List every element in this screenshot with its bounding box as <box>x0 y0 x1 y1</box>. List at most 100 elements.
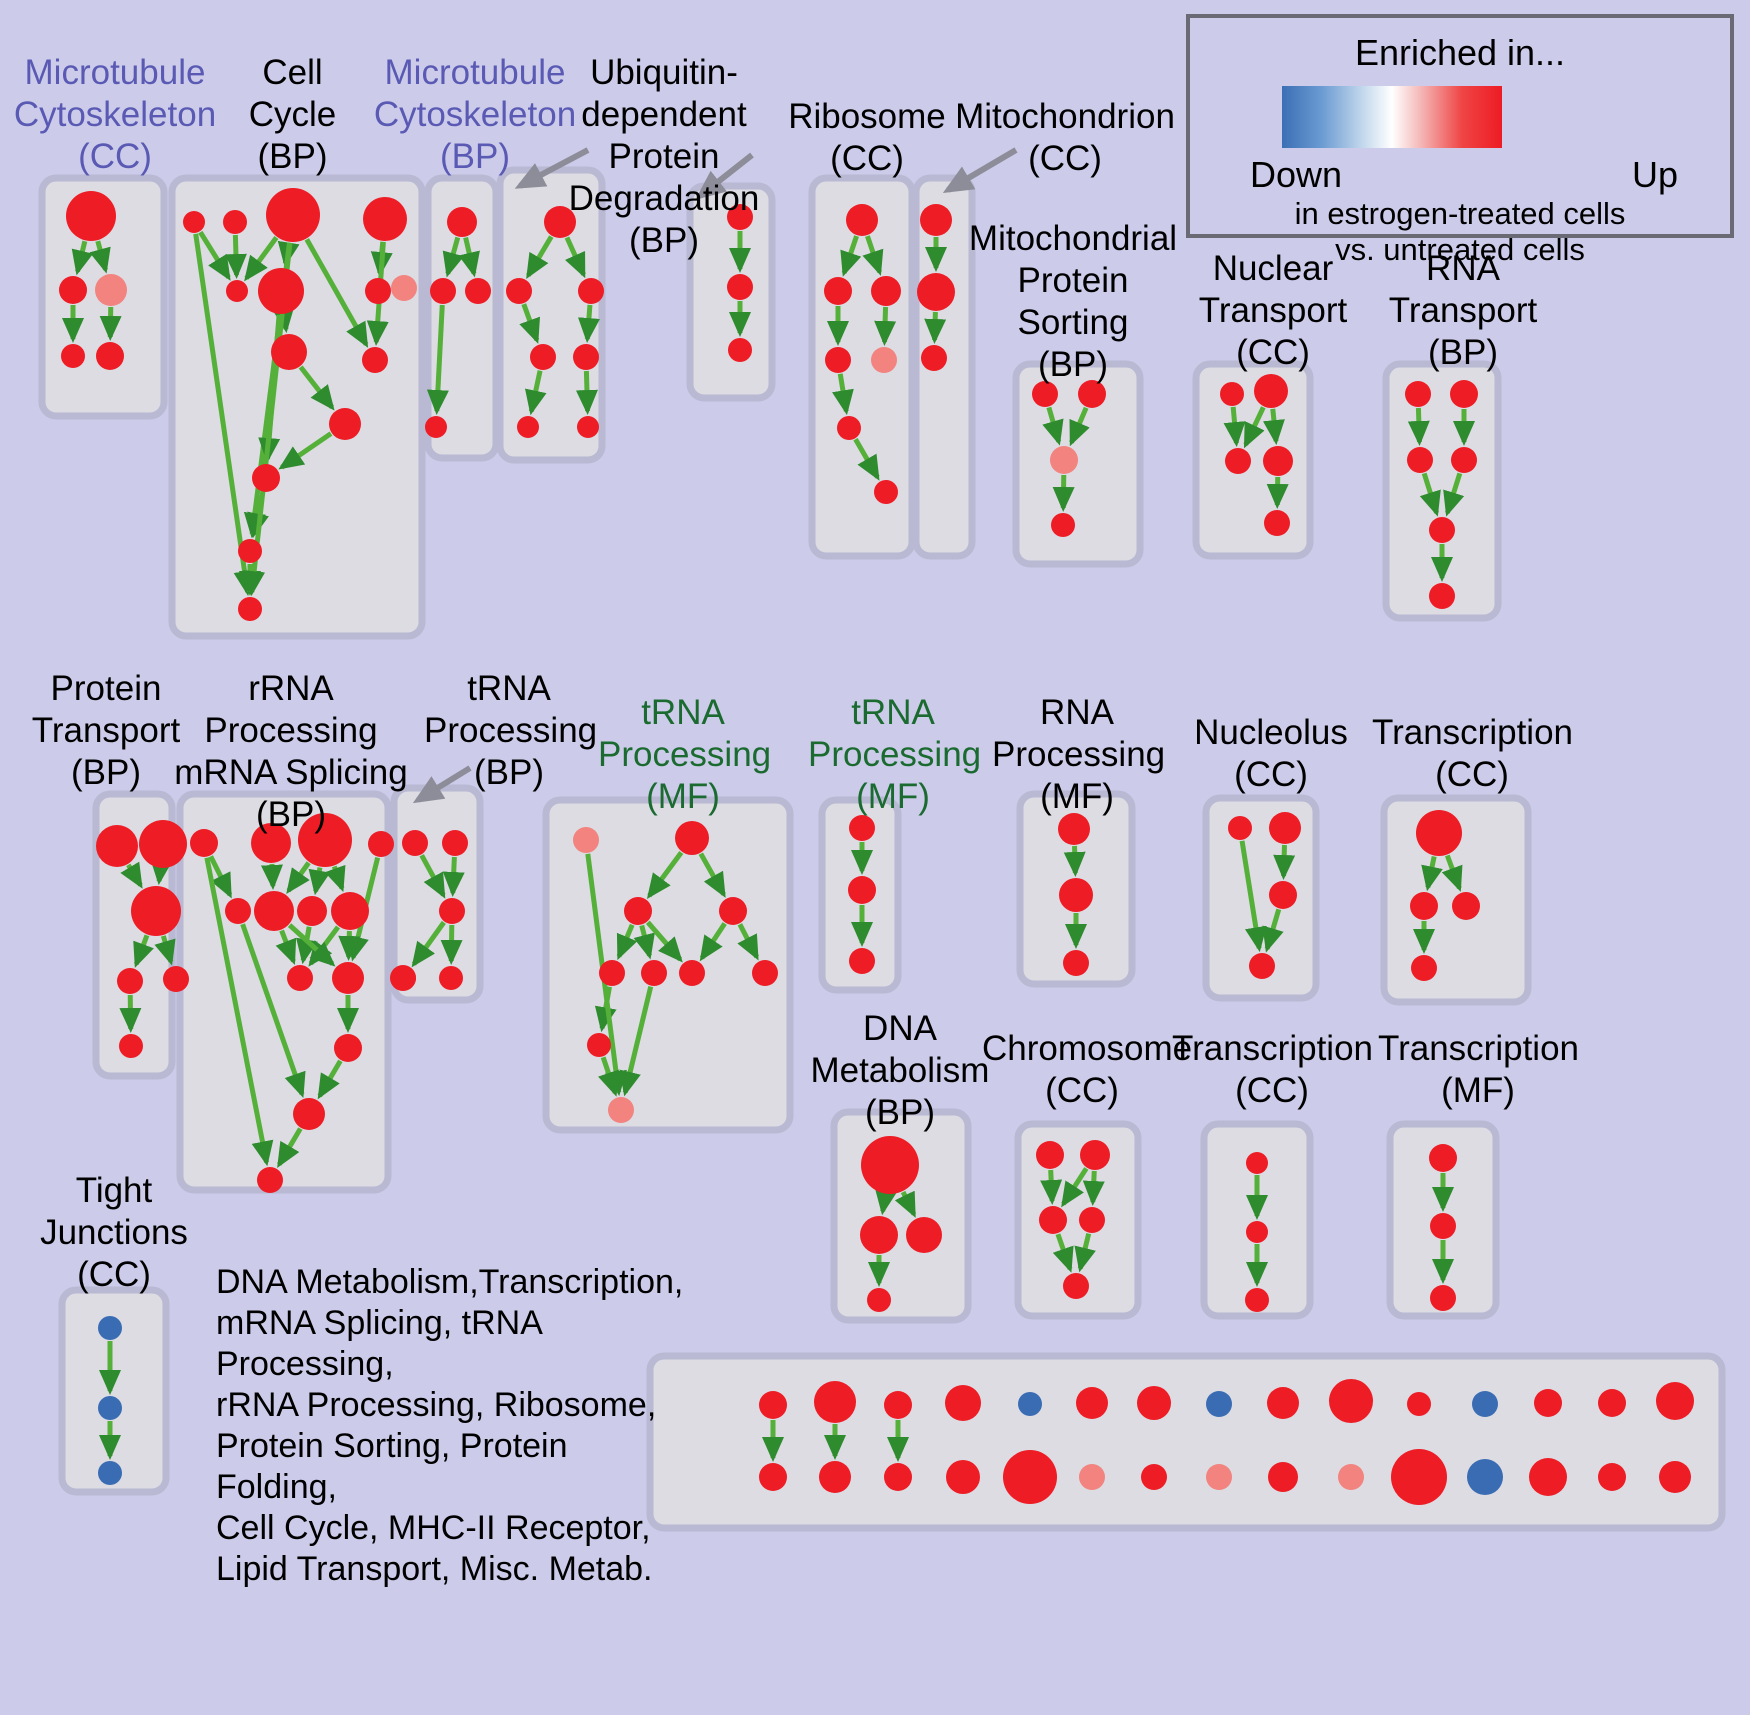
node-cell-cycle-bp-5[interactable] <box>258 268 304 314</box>
node-transcription-cc-top-1[interactable] <box>1410 892 1438 920</box>
node-misc-wide-panel-23[interactable] <box>1467 1459 1503 1495</box>
node-trna-processing-mf-1-5[interactable] <box>641 960 667 986</box>
node-protein-transport-bp-0[interactable] <box>96 825 138 867</box>
node-rrna-mrna-splicing-bp-5[interactable] <box>254 891 294 931</box>
node-trna-processing-mf-2-0[interactable] <box>849 815 875 841</box>
node-chromosome-cc-4[interactable] <box>1063 1273 1089 1299</box>
node-microtubule-cytoskeleton-bp-2[interactable] <box>465 278 491 304</box>
node-ubiquitin-degradation-left-7[interactable] <box>577 416 599 438</box>
node-ribosome-cc-1[interactable] <box>824 277 852 305</box>
node-misc-wide-panel-10[interactable] <box>1076 1387 1108 1419</box>
node-cell-cycle-bp-10[interactable] <box>252 464 280 492</box>
node-cell-cycle-bp-8[interactable] <box>362 347 388 373</box>
node-misc-wide-panel-13[interactable] <box>1141 1464 1167 1490</box>
node-cell-cycle-bp-7[interactable] <box>271 334 307 370</box>
node-microtubule-cytoskeleton-bp-0[interactable] <box>447 207 477 237</box>
node-misc-wide-panel-24[interactable] <box>1534 1389 1562 1417</box>
node-misc-wide-panel-0[interactable] <box>759 1391 787 1419</box>
node-rna-processing-mf-2[interactable] <box>1063 950 1089 976</box>
node-trna-processing-mf-1-4[interactable] <box>599 960 625 986</box>
node-trna-processing-bp-3[interactable] <box>392 966 416 990</box>
node-trna-processing-mf-2-1[interactable] <box>848 876 876 904</box>
node-ribosome-cc-5[interactable] <box>837 416 861 440</box>
node-protein-transport-bp-3[interactable] <box>117 968 143 994</box>
node-transcription-cc-bottom-0[interactable] <box>1246 1152 1268 1174</box>
node-mitochondrion-cc-2[interactable] <box>921 345 947 371</box>
node-cell-cycle-bp-11[interactable] <box>238 539 262 563</box>
node-nucleolus-cc-3[interactable] <box>1249 953 1275 979</box>
node-trna-processing-mf-1-7[interactable] <box>752 960 778 986</box>
node-microtubule-cytoskeleton-cc-0[interactable] <box>66 191 116 241</box>
node-nuclear-transport-cc-3[interactable] <box>1263 446 1293 476</box>
node-trna-processing-mf-1-9[interactable] <box>608 1097 634 1123</box>
node-tight-junctions-cc-0[interactable] <box>98 1316 122 1340</box>
node-transcription-cc-top-2[interactable] <box>1452 892 1480 920</box>
node-misc-wide-panel-16[interactable] <box>1267 1387 1299 1419</box>
node-protein-transport-bp-2[interactable] <box>131 886 181 936</box>
node-misc-wide-panel-11[interactable] <box>1079 1464 1105 1490</box>
node-cell-cycle-bp-4[interactable] <box>226 280 248 302</box>
node-protein-transport-bp-4[interactable] <box>163 966 189 992</box>
node-rna-transport-bp-1[interactable] <box>1450 380 1478 408</box>
node-cell-cycle-bp-0[interactable] <box>183 211 205 233</box>
node-rna-transport-bp-3[interactable] <box>1451 447 1477 473</box>
node-transcription-cc-top-3[interactable] <box>1411 955 1437 981</box>
node-misc-wide-panel-17[interactable] <box>1268 1462 1298 1492</box>
node-rrna-mrna-splicing-bp-4[interactable] <box>225 898 251 924</box>
node-misc-wide-panel-22[interactable] <box>1472 1391 1498 1417</box>
node-misc-wide-panel-14[interactable] <box>1206 1391 1232 1417</box>
node-misc-wide-panel-9[interactable] <box>1003 1450 1057 1504</box>
node-mitochondrial-protein-sorting-bp-3[interactable] <box>1051 513 1075 537</box>
node-chromosome-cc-1[interactable] <box>1080 1140 1110 1170</box>
node-ribosome-cc-6[interactable] <box>874 480 898 504</box>
node-ubiquitin-degradation-left-4[interactable] <box>530 344 556 370</box>
node-misc-wide-panel-6[interactable] <box>945 1385 981 1421</box>
node-transcription-cc-top-0[interactable] <box>1416 810 1462 856</box>
node-ribosome-cc-3[interactable] <box>825 347 851 373</box>
node-misc-wide-panel-26[interactable] <box>1598 1389 1626 1417</box>
node-rrna-mrna-splicing-bp-12[interactable] <box>293 1098 325 1130</box>
node-misc-wide-panel-27[interactable] <box>1598 1463 1626 1491</box>
node-transcription-cc-bottom-2[interactable] <box>1245 1288 1269 1312</box>
node-ubiquitin-degradation-left-0[interactable] <box>391 275 417 301</box>
node-microtubule-cytoskeleton-cc-1[interactable] <box>59 276 87 304</box>
node-nuclear-transport-cc-4[interactable] <box>1264 510 1290 536</box>
node-ubiquitin-degradation-left-5[interactable] <box>573 344 599 370</box>
node-cell-cycle-bp-2[interactable] <box>266 188 320 242</box>
node-rrna-mrna-splicing-bp-7[interactable] <box>331 892 369 930</box>
node-nuclear-transport-cc-2[interactable] <box>1225 448 1251 474</box>
node-misc-wide-panel-15[interactable] <box>1206 1464 1232 1490</box>
node-microtubule-cytoskeleton-cc-4[interactable] <box>96 342 124 370</box>
node-rna-transport-bp-2[interactable] <box>1407 447 1433 473</box>
node-misc-wide-panel-2[interactable] <box>814 1381 856 1423</box>
node-nucleolus-cc-2[interactable] <box>1269 881 1297 909</box>
node-chromosome-cc-0[interactable] <box>1036 1141 1064 1169</box>
node-cell-cycle-bp-6[interactable] <box>365 278 391 304</box>
node-trna-processing-bp-1[interactable] <box>442 830 468 856</box>
node-misc-wide-panel-12[interactable] <box>1137 1386 1171 1420</box>
node-nuclear-transport-cc-0[interactable] <box>1220 382 1244 406</box>
node-transcription-mf-2[interactable] <box>1430 1285 1456 1311</box>
node-rrna-mrna-splicing-bp-11[interactable] <box>334 1034 362 1062</box>
node-misc-wide-panel-3[interactable] <box>819 1461 851 1493</box>
node-misc-wide-panel-28[interactable] <box>1656 1382 1694 1420</box>
node-rna-transport-bp-4[interactable] <box>1429 517 1455 543</box>
node-trna-processing-mf-1-0[interactable] <box>573 827 599 853</box>
node-transcription-cc-bottom-1[interactable] <box>1246 1221 1268 1243</box>
node-tight-junctions-cc-2[interactable] <box>98 1461 122 1485</box>
node-misc-wide-panel-19[interactable] <box>1338 1464 1364 1490</box>
node-ubiquitin-degradation-right-2[interactable] <box>728 338 752 362</box>
node-misc-wide-panel-18[interactable] <box>1329 1379 1373 1423</box>
node-trna-processing-bp-2[interactable] <box>439 898 465 924</box>
node-ribosome-cc-0[interactable] <box>846 204 878 236</box>
node-ubiquitin-degradation-left-3[interactable] <box>578 278 604 304</box>
node-trna-processing-mf-2-2[interactable] <box>849 948 875 974</box>
node-misc-wide-panel-25[interactable] <box>1529 1458 1567 1496</box>
node-misc-wide-panel-5[interactable] <box>884 1463 912 1491</box>
node-rrna-mrna-splicing-bp-10[interactable] <box>390 965 416 991</box>
node-dna-metabolism-bp-0[interactable] <box>861 1136 919 1194</box>
node-mitochondrion-cc-0[interactable] <box>920 204 952 236</box>
node-rna-processing-mf-1[interactable] <box>1059 878 1093 912</box>
node-trna-processing-mf-1-6[interactable] <box>679 960 705 986</box>
node-trna-processing-bp-4[interactable] <box>439 966 463 990</box>
